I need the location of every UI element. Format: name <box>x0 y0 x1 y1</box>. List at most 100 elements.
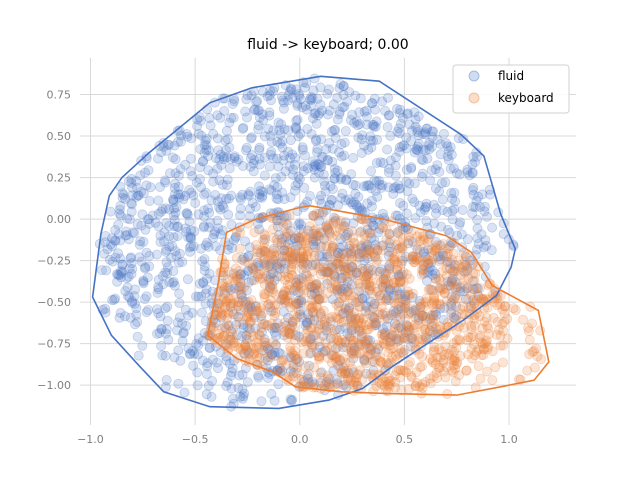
point-keyboard <box>214 303 225 314</box>
point-fluid <box>204 342 215 353</box>
point-keyboard <box>422 237 433 248</box>
point-fluid <box>370 185 381 196</box>
point-keyboard <box>307 302 318 313</box>
point-fluid <box>406 125 417 136</box>
point-keyboard <box>425 378 436 389</box>
point-fluid <box>259 319 270 330</box>
point-fluid <box>362 198 373 209</box>
point-fluid <box>184 216 195 227</box>
point-keyboard <box>314 231 325 242</box>
point-keyboard <box>385 343 396 354</box>
point-fluid <box>324 226 335 237</box>
point-keyboard <box>302 324 313 335</box>
point-keyboard <box>475 337 486 348</box>
point-keyboard <box>336 368 347 379</box>
point-fluid <box>334 83 345 94</box>
point-fluid <box>424 262 435 273</box>
point-fluid <box>443 145 454 156</box>
point-fluid <box>179 387 190 398</box>
point-fluid <box>215 229 226 240</box>
point-fluid <box>264 260 275 271</box>
point-keyboard <box>536 354 547 365</box>
point-keyboard <box>458 322 469 333</box>
point-fluid <box>329 125 340 136</box>
point-fluid <box>356 134 367 145</box>
point-keyboard <box>267 280 278 291</box>
point-keyboard <box>437 266 448 277</box>
point-fluid <box>169 221 180 232</box>
point-fluid <box>399 303 410 314</box>
point-fluid <box>392 103 403 114</box>
point-keyboard <box>259 337 270 348</box>
point-keyboard <box>479 296 490 307</box>
point-keyboard <box>318 293 329 304</box>
point-fluid <box>307 93 318 104</box>
point-fluid <box>249 312 260 323</box>
point-keyboard <box>282 296 293 307</box>
point-keyboard <box>465 289 476 300</box>
point-fluid <box>126 173 137 184</box>
point-keyboard <box>365 369 376 380</box>
point-keyboard <box>248 343 259 354</box>
point-keyboard <box>330 352 341 363</box>
point-keyboard <box>364 278 375 289</box>
point-keyboard <box>301 332 312 343</box>
point-keyboard <box>392 290 403 301</box>
point-keyboard <box>404 321 415 332</box>
point-fluid <box>125 253 136 264</box>
point-keyboard <box>360 320 371 331</box>
point-fluid <box>401 208 412 219</box>
point-fluid <box>417 128 428 139</box>
point-fluid <box>382 313 393 324</box>
point-keyboard <box>497 304 508 315</box>
point-fluid <box>343 367 354 378</box>
point-keyboard <box>371 381 382 392</box>
point-fluid <box>311 134 322 145</box>
point-fluid <box>294 309 305 320</box>
point-keyboard <box>394 277 405 288</box>
point-keyboard <box>397 241 408 252</box>
point-keyboard <box>518 314 529 325</box>
point-fluid <box>404 178 415 189</box>
point-keyboard <box>254 352 265 363</box>
point-keyboard <box>262 352 273 363</box>
point-keyboard <box>401 367 412 378</box>
point-fluid <box>259 246 270 257</box>
point-fluid <box>310 160 321 171</box>
point-keyboard <box>279 285 290 296</box>
point-keyboard <box>278 220 289 231</box>
point-keyboard <box>383 347 394 358</box>
point-fluid <box>199 254 210 265</box>
point-keyboard <box>426 298 437 309</box>
point-fluid <box>315 377 326 388</box>
point-keyboard <box>448 338 459 349</box>
point-fluid <box>400 295 411 306</box>
point-keyboard <box>260 246 271 257</box>
point-keyboard <box>326 275 337 286</box>
point-fluid <box>434 166 445 177</box>
point-fluid <box>178 194 189 205</box>
point-keyboard <box>402 320 413 331</box>
point-fluid <box>426 320 437 331</box>
point-keyboard <box>424 326 435 337</box>
point-fluid <box>235 391 246 402</box>
y-tick-label: 0.75 <box>47 89 72 102</box>
point-keyboard <box>413 318 424 329</box>
point-keyboard <box>346 347 357 358</box>
point-fluid <box>268 125 279 136</box>
point-fluid <box>344 331 355 342</box>
point-keyboard <box>409 256 420 267</box>
point-keyboard <box>463 293 474 304</box>
point-fluid <box>277 233 288 244</box>
point-fluid <box>380 278 391 289</box>
point-fluid <box>408 305 419 316</box>
point-keyboard <box>380 274 391 285</box>
point-fluid <box>384 285 395 296</box>
point-fluid <box>301 268 312 279</box>
point-keyboard <box>422 254 433 265</box>
point-keyboard <box>441 362 452 373</box>
point-fluid <box>245 153 256 164</box>
point-fluid <box>199 139 210 150</box>
point-keyboard <box>314 294 325 305</box>
point-fluid <box>368 119 379 130</box>
